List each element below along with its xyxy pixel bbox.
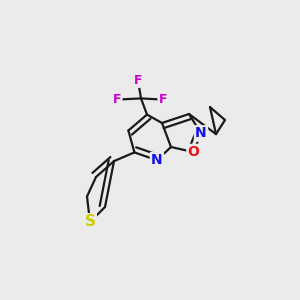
Text: F: F <box>113 93 121 106</box>
Text: F: F <box>159 93 167 106</box>
Text: F: F <box>134 74 142 87</box>
Text: S: S <box>85 214 95 230</box>
Text: O: O <box>188 145 200 159</box>
Text: N: N <box>151 153 163 167</box>
Text: N: N <box>195 127 207 140</box>
